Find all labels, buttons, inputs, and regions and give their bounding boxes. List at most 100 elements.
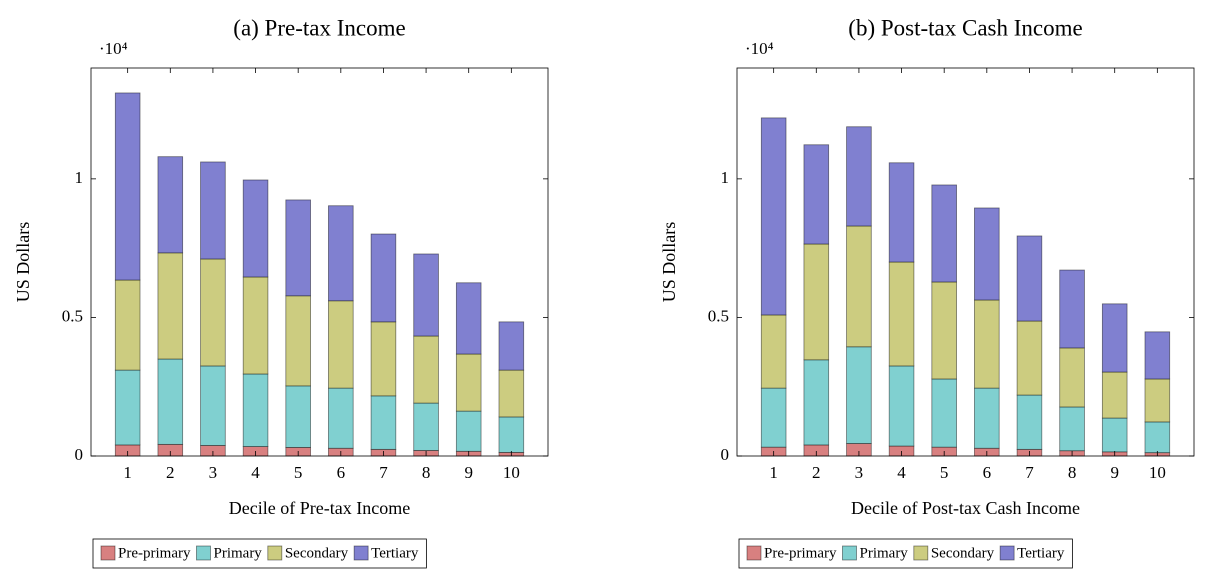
x-tick-label: 6 [983,463,992,482]
x-axis-label: Decile of Pre-tax Income [229,498,410,518]
y-tick-label: 1 [721,168,730,187]
x-tick-label: 4 [251,463,260,482]
legend-swatch [913,545,929,561]
x-tick-label: 10 [503,463,520,482]
bar-segment [1059,347,1085,408]
bar-segment [974,299,1000,389]
legend-swatch [100,545,116,561]
bar-segment [455,353,482,412]
x-tick-label: 6 [337,463,346,482]
bar-segment [760,387,787,448]
bar-segment [846,346,872,444]
bar-segment [200,365,226,446]
bar-segment [498,369,525,418]
bar-segment [760,117,787,316]
bar-segment [888,261,915,367]
bar-segment [370,395,397,450]
x-tick-label: 4 [897,463,906,482]
bar-segment [1016,235,1043,322]
bar-segment [242,373,269,447]
x-tick-label: 9 [1110,463,1119,482]
bar-segment [931,378,957,448]
x-tick-label: 5 [294,463,303,482]
bar-segment [931,281,957,380]
x-tick-label: 10 [1149,463,1166,482]
x-tick-label: 3 [209,463,218,482]
chart: (b) Post-tax Cash Income ·10⁴ US Dollars De… [659,15,1195,569]
chart-title: (a) Pre-tax Income [233,15,405,40]
x-tick-label: 5 [940,463,949,482]
bar-segment [1144,421,1171,454]
bar-segment [200,258,226,367]
y-tick-label: 0.5 [708,306,729,325]
bar-segment [888,162,915,263]
bar-segment [846,126,872,227]
legend-swatch [353,545,369,561]
bar-segment [888,365,915,447]
legend-label: Tertiary [1017,545,1065,561]
bar-segment [413,253,439,337]
bar-segment [328,300,354,389]
bar-segment [285,199,311,297]
legend-swatch [842,545,857,561]
bar-segment [413,402,439,451]
x-tick-label: 7 [379,463,388,482]
bar-segment [498,321,525,371]
bar-segment [114,279,141,371]
plot-frame [736,67,1195,457]
x-tick-label: 8 [422,463,431,482]
bar-segment [285,295,311,387]
legend-label: Secondary [285,545,349,561]
bar-segment [114,92,141,281]
bar-segment [803,243,830,361]
y-tick-label: 0.5 [62,306,83,325]
x-tick-label: 8 [1068,463,1077,482]
legend-box [738,538,1073,569]
x-tick-label: 2 [166,463,175,482]
x-tick-label: 2 [812,463,821,482]
bar-segment [1016,394,1043,450]
x-tick-label: 1 [769,463,778,482]
bar-segment [803,144,830,245]
bar-segment [760,314,787,389]
legend-label: Secondary [931,545,995,561]
legend-swatch [196,545,211,561]
bar-segment [328,387,354,449]
bar-segment [370,233,397,323]
bar-segment [157,252,184,360]
bar-segment [1101,371,1128,419]
x-tick-label: 1 [123,463,132,482]
bar-segment [1016,320,1043,396]
bar-segment [328,205,354,302]
legend: Pre-primary Primary Secondary Tertiary [92,538,427,569]
bar-segment [931,184,957,283]
legend-label: Primary [859,545,908,561]
legend-swatch [999,545,1015,561]
y-scale-label: ·10⁴ [99,39,128,58]
bar-segment [1059,406,1085,452]
chart-title: (b) Post-tax Cash Income [848,15,1082,40]
plot-frame [90,67,549,457]
legend-swatch [746,545,762,561]
legend-label: Tertiary [371,545,419,561]
bar-segment [370,321,397,397]
y-axis-label: US Dollars [13,222,33,303]
bar-segment [413,335,439,404]
bar-segment [1144,378,1171,423]
x-tick-label: 7 [1025,463,1034,482]
legend-swatch [267,545,283,561]
legend-label: Pre-primary [118,545,191,561]
chart: (a) Pre-tax Income ·10⁴ US Dollars Decile o… [13,15,549,569]
bar-segment [200,161,226,260]
legend-label: Primary [213,545,262,561]
bar-segment [157,358,184,445]
bar-segment [846,225,872,348]
bar-segment [1101,417,1128,453]
legend-box [92,538,427,569]
bar-segment [1144,331,1171,380]
bar-segment [285,385,311,448]
bar-segment [803,359,830,446]
x-tick-label: 9 [464,463,473,482]
y-axis-label: US Dollars [659,222,679,303]
